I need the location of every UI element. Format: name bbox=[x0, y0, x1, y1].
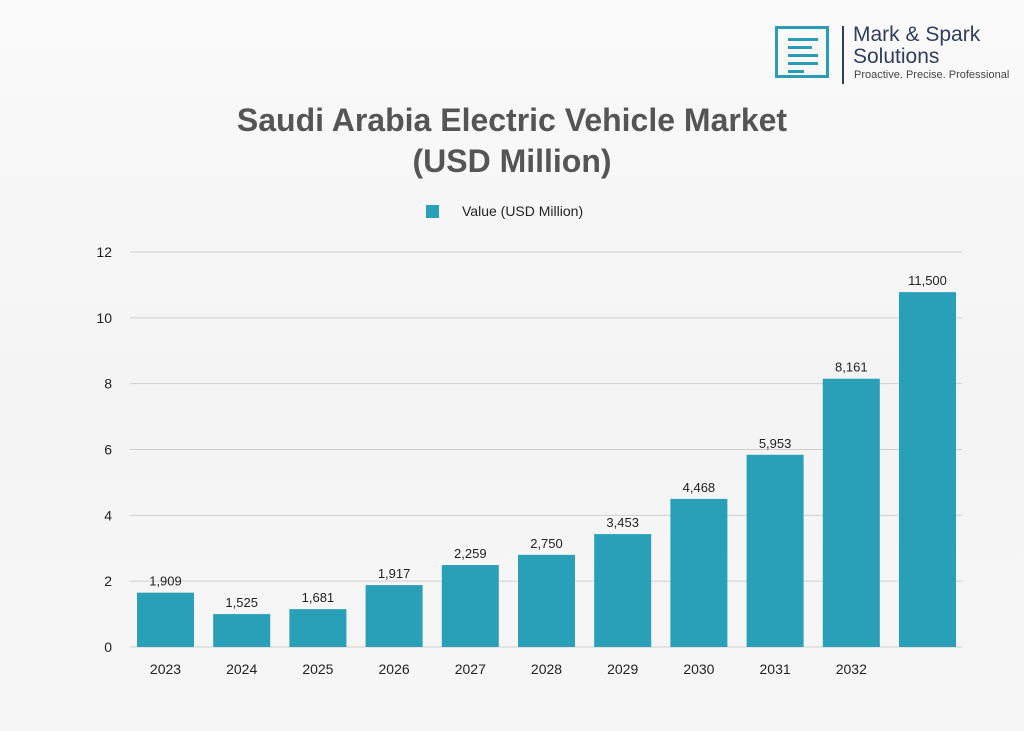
y-tick-label: 8 bbox=[104, 376, 112, 392]
x-tick-label: 2028 bbox=[531, 661, 562, 677]
data-label: 1,681 bbox=[302, 590, 335, 605]
data-label: 3,453 bbox=[606, 515, 639, 530]
x-tick-label: 2031 bbox=[760, 661, 791, 677]
bar bbox=[670, 498, 728, 647]
bar bbox=[594, 534, 652, 647]
brand-tagline: Proactive. Precise. Professional bbox=[854, 69, 1010, 81]
chart-title-line2: (USD Million) bbox=[412, 143, 612, 179]
x-tick-label: 2029 bbox=[607, 661, 638, 677]
data-label: 5,953 bbox=[759, 436, 792, 451]
x-tick-label: 2027 bbox=[455, 661, 486, 677]
legend: Value (USD Million) bbox=[426, 203, 583, 219]
bar bbox=[441, 565, 499, 647]
y-tick-label: 6 bbox=[104, 442, 112, 458]
data-label: 2,259 bbox=[454, 546, 487, 561]
y-tick-label: 10 bbox=[96, 310, 112, 326]
data-label: 11,500 bbox=[908, 273, 947, 288]
x-tick-label: 2025 bbox=[302, 661, 333, 677]
y-tick-label: 4 bbox=[104, 507, 112, 523]
data-label: 8,161 bbox=[835, 360, 868, 375]
legend-swatch bbox=[426, 204, 439, 218]
brand-logo: Mark & Spark Solutions Proactive. Precise… bbox=[775, 23, 1015, 86]
x-tick-label: 2023 bbox=[150, 661, 181, 677]
document-icon bbox=[775, 26, 829, 78]
data-label: 4,468 bbox=[683, 480, 716, 495]
data-label: 1,525 bbox=[225, 595, 258, 610]
legend-label: Value (USD Million) bbox=[462, 203, 584, 219]
y-tick-label: 12 bbox=[96, 244, 112, 260]
bar bbox=[899, 292, 956, 647]
data-label: 1,917 bbox=[378, 566, 411, 581]
data-label: 1,909 bbox=[149, 574, 182, 589]
brand-name: Mark & Spark Solutions bbox=[853, 23, 981, 68]
bar bbox=[518, 554, 575, 647]
y-tick-label: 2 bbox=[104, 573, 112, 589]
bar bbox=[746, 454, 804, 647]
bar bbox=[365, 585, 423, 647]
bar bbox=[137, 592, 194, 647]
bar bbox=[822, 378, 880, 647]
bar bbox=[289, 609, 347, 647]
data-label: 2,750 bbox=[530, 536, 563, 551]
y-tick-label: 0 bbox=[104, 639, 112, 655]
x-tick-label: 2030 bbox=[683, 661, 714, 677]
x-tick-label: 2026 bbox=[379, 661, 410, 677]
chart-title-line1: Saudi Arabia Electric Vehicle Market bbox=[236, 102, 788, 138]
x-tick-label: 2032 bbox=[836, 661, 867, 677]
bar bbox=[213, 614, 271, 647]
x-tick-label: 2024 bbox=[226, 661, 257, 677]
